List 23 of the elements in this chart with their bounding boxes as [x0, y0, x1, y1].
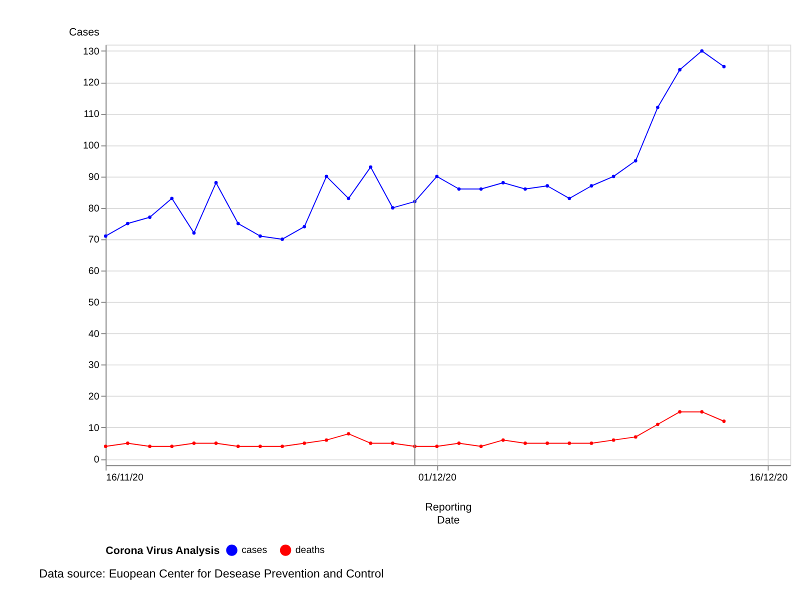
y-tick-label: 60 [88, 266, 100, 278]
x-tick-label: 16/11/20 [106, 472, 144, 484]
y-tick-label: 110 [84, 109, 100, 120]
y-tick-label: 120 [82, 78, 100, 89]
x-axis-title: Reporting Date [425, 502, 472, 526]
y-tick-label: 10 [88, 422, 100, 434]
legend-title: Corona Virus Analysis [106, 545, 220, 558]
legend-label: deaths [295, 545, 325, 556]
source-note: Data source: Euopean Center for Desease Prevention and Control [39, 568, 384, 581]
legend-label: cases [242, 545, 268, 556]
y-tick-label: 70 [88, 234, 100, 246]
y-tick-label: 90 [88, 172, 100, 183]
y-tick-label: 80 [88, 203, 100, 214]
y-tick-label: 50 [88, 297, 100, 308]
y-tick-label: 130 [82, 46, 100, 58]
y-tick-label: 0 [94, 454, 100, 466]
y-tick-label: 20 [88, 392, 100, 403]
y-tick-label: 30 [88, 360, 100, 372]
y-axis-title: Cases [68, 26, 100, 38]
x-tick-label: 16/12/20 [750, 472, 788, 484]
y-tick-label: 100 [82, 140, 100, 152]
x-tick-label: 01/12/20 [418, 472, 457, 484]
y-tick-label: 40 [88, 328, 100, 340]
